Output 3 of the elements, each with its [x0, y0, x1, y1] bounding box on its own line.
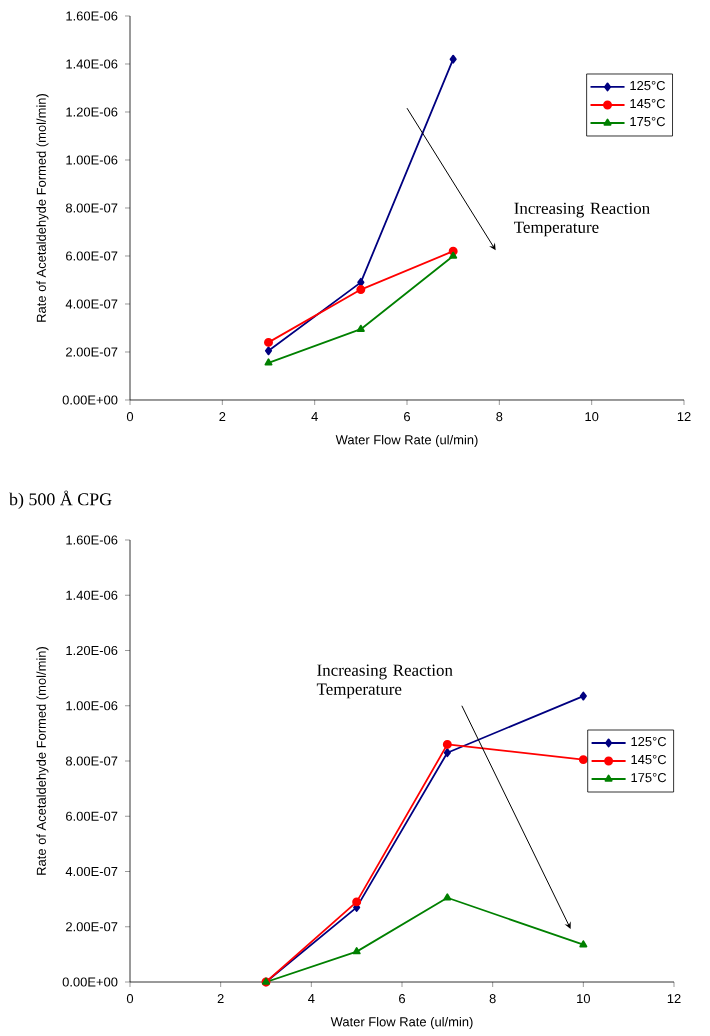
- annotation: Increasing Reaction Temperature: [514, 202, 650, 237]
- chart-title: b) 500 Å CPG: [9, 490, 112, 509]
- annotation: Increasing Reaction Temperature: [316, 664, 453, 699]
